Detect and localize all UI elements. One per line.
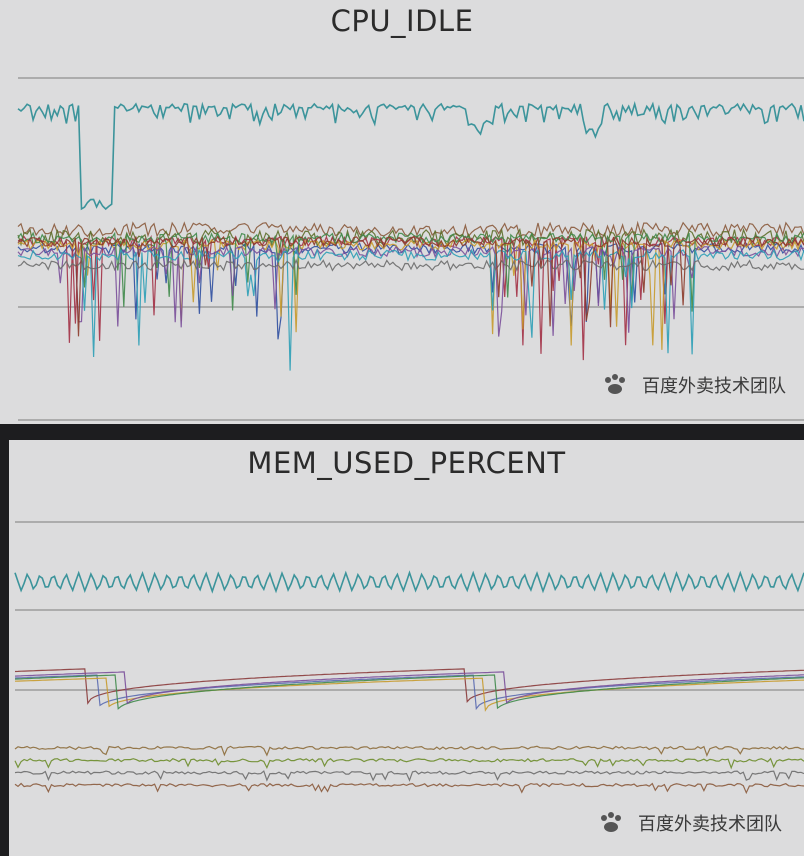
series-line bbox=[14, 668, 804, 705]
cpu-idle-chart bbox=[17, 77, 804, 421]
series-line bbox=[17, 227, 804, 249]
series-line bbox=[17, 231, 804, 312]
watermark: 百度外卖技术团队 bbox=[600, 372, 786, 398]
paw-logo-icon bbox=[601, 812, 621, 832]
watermark-text: 百度外卖技术团队 bbox=[642, 376, 786, 397]
series-line bbox=[14, 782, 804, 795]
series-line bbox=[14, 570, 804, 594]
series-line bbox=[17, 101, 804, 211]
series-line bbox=[17, 220, 804, 239]
series-line bbox=[17, 235, 804, 337]
series-line bbox=[14, 674, 804, 710]
cpu-idle-panel: CPU_IDLE 百度外卖技术团队 bbox=[0, 0, 804, 424]
series-line bbox=[14, 745, 804, 758]
mem-used-percent-panel: MEM_USED_PERCENT 百度外卖技术团队 bbox=[9, 440, 804, 856]
watermark: 百度外卖技术团队 bbox=[596, 810, 782, 836]
chart-title: CPU_IDLE bbox=[330, 4, 474, 38]
series-line bbox=[17, 237, 804, 350]
series-line bbox=[14, 770, 804, 782]
series-line bbox=[14, 671, 804, 705]
series-line bbox=[14, 757, 804, 770]
chart-title: MEM_USED_PERCENT bbox=[247, 446, 566, 480]
series-line bbox=[14, 674, 804, 711]
series-line bbox=[14, 677, 804, 712]
watermark-text: 百度外卖技术团队 bbox=[638, 814, 782, 835]
mem-used-percent-chart bbox=[14, 521, 804, 795]
series-line bbox=[17, 241, 804, 340]
paw-logo-icon bbox=[605, 374, 625, 394]
